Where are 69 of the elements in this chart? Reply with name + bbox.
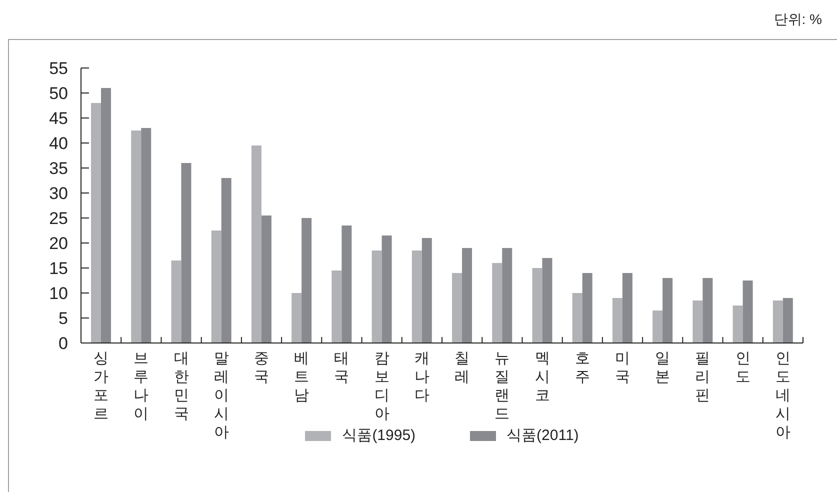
bar bbox=[422, 238, 432, 343]
bar bbox=[412, 250, 422, 343]
bar bbox=[662, 278, 673, 343]
x-tick-label: 미국 bbox=[615, 350, 630, 386]
x-tick-label: 멕시코 bbox=[534, 350, 550, 404]
x-tick-label: 싱가포르 bbox=[94, 350, 109, 422]
bar bbox=[702, 278, 713, 343]
y-tick-label: 35 bbox=[49, 159, 68, 178]
bar bbox=[292, 293, 302, 343]
bar bbox=[261, 216, 272, 343]
bar bbox=[302, 218, 312, 343]
x-tick-label: 필리핀 bbox=[695, 350, 710, 404]
bar bbox=[532, 268, 542, 343]
legend-label: 식품(2011) bbox=[506, 426, 579, 445]
y-tick-label: 0 bbox=[58, 334, 68, 354]
bar bbox=[251, 146, 262, 343]
bar bbox=[131, 130, 142, 343]
y-tick-label: 20 bbox=[49, 234, 68, 254]
y-tick-label: 40 bbox=[49, 134, 68, 154]
x-tick-label: 인도 bbox=[735, 350, 750, 386]
bar bbox=[171, 260, 182, 343]
y-tick-label: 55 bbox=[49, 59, 68, 78]
x-tick-label: 일본 bbox=[655, 350, 670, 386]
bar bbox=[542, 258, 552, 343]
x-tick-label: 인도네시아 bbox=[775, 350, 790, 441]
bar bbox=[612, 298, 622, 343]
bar bbox=[141, 128, 152, 343]
x-tick-label: 태국 bbox=[334, 350, 350, 386]
x-tick-label: 뉴질랜드 bbox=[494, 350, 510, 422]
bar bbox=[372, 250, 382, 343]
text: 단위: % bbox=[774, 11, 822, 29]
bar bbox=[502, 248, 512, 343]
x-tick-label: 캐나다 bbox=[414, 350, 430, 404]
x-tick-label: 칠레 bbox=[454, 350, 470, 386]
bar bbox=[692, 300, 703, 343]
bar bbox=[462, 248, 472, 343]
y-tick-label: 5 bbox=[58, 309, 68, 328]
bar bbox=[382, 236, 392, 343]
bar bbox=[582, 273, 592, 343]
bar bbox=[91, 103, 101, 343]
bar bbox=[181, 163, 192, 343]
bar bbox=[652, 310, 663, 343]
bar bbox=[732, 306, 743, 343]
x-tick-label: 중국 bbox=[254, 350, 269, 386]
bar bbox=[332, 270, 342, 343]
x-tick-label: 대한민국 bbox=[174, 350, 189, 422]
legend-label: 식품(1995) bbox=[342, 426, 416, 445]
bar bbox=[782, 298, 793, 343]
y-tick-label: 15 bbox=[49, 259, 68, 278]
y-tick-label: 30 bbox=[49, 184, 68, 204]
bar bbox=[211, 230, 222, 343]
bar bbox=[452, 273, 462, 343]
y-tick-label: 25 bbox=[49, 209, 68, 228]
x-tick-label: 베트남 bbox=[294, 350, 310, 404]
y-tick-label: 10 bbox=[49, 284, 68, 304]
bar bbox=[772, 300, 783, 343]
bar bbox=[101, 88, 111, 343]
bar bbox=[742, 280, 753, 343]
x-tick-label: 브루나이 bbox=[134, 350, 149, 422]
bar bbox=[221, 178, 232, 343]
y-tick-label: 45 bbox=[49, 109, 68, 128]
x-tick-label: 말레이시아 bbox=[214, 350, 229, 441]
x-tick-label: 캄보디아 bbox=[374, 350, 390, 422]
x-tick-label: 호주 bbox=[574, 350, 590, 386]
bar bbox=[492, 263, 502, 343]
y-tick-label: 50 bbox=[49, 84, 68, 104]
bar bbox=[622, 273, 632, 343]
bar bbox=[572, 293, 582, 343]
bar bbox=[342, 226, 352, 343]
